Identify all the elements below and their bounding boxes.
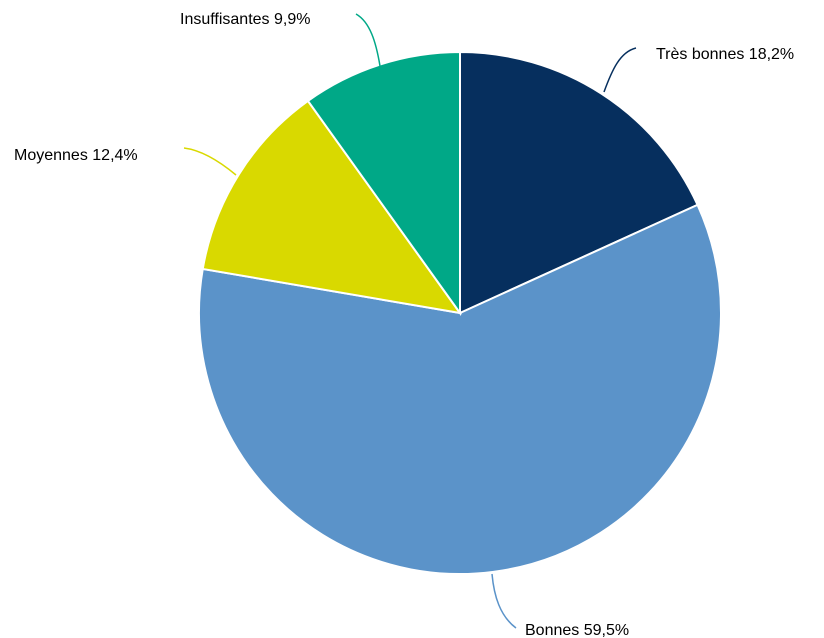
data-label-bonnes: Bonnes 59,5% (525, 622, 629, 638)
data-label-moyennes: Moyennes 12,4% (14, 147, 138, 164)
data-label-tres-bonnes: Très bonnes 18,2% (656, 46, 794, 63)
leader-line-insuffisantes (355, 13, 381, 67)
leader-line-tres-bonnes (603, 47, 637, 93)
pie-slice-bonnes (198, 203, 722, 576)
leader-lines (183, 13, 637, 629)
pie-slice-moyennes (201, 99, 463, 315)
pie-slices (198, 50, 722, 576)
leader-line-bonnes (491, 573, 517, 629)
pie-slice-tres-bonnes (459, 50, 699, 315)
leader-line-moyennes (183, 147, 237, 176)
data-labels: Très bonnes 18,2% Bonnes 59,5% Moyennes … (14, 11, 794, 638)
data-label-insuffisantes: Insuffisantes 9,9% (180, 11, 310, 28)
